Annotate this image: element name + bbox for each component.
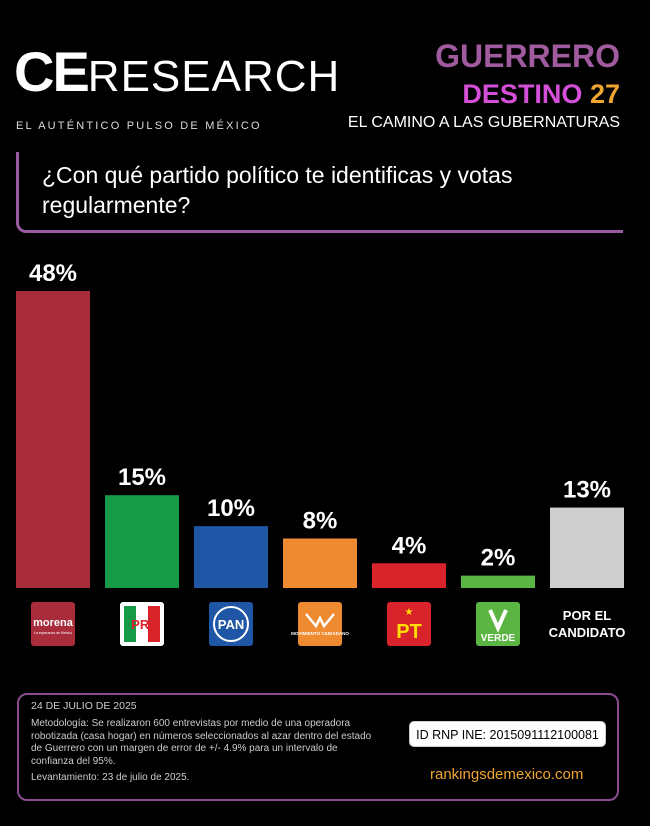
party-logo-text: VERDE xyxy=(481,633,516,644)
bar-value-label: 4% xyxy=(392,532,427,559)
bar-chart: 48% morena La esperanza de México 15% PRI 10%… xyxy=(16,260,626,646)
bar-1 xyxy=(105,495,179,588)
header-destino-number: 27 xyxy=(589,79,620,109)
bar-value-label: 13% xyxy=(563,477,611,504)
header-destino: DESTINO 27 xyxy=(462,79,620,110)
bar-value-label: 10% xyxy=(207,495,255,522)
header-destino-word: DESTINO xyxy=(462,79,583,109)
party-logo-text: morena xyxy=(33,617,74,629)
bar-0 xyxy=(16,291,90,588)
party-logo-text: MOVIMIENTO CIUDADANO xyxy=(291,631,349,636)
category-label: POR EL xyxy=(563,608,611,623)
pan-circle-icon xyxy=(213,606,249,642)
header-subtitle: EL CAMINO A LAS GUBERNATURAS xyxy=(347,114,620,131)
star-icon: ★ xyxy=(405,607,414,618)
bar-value-label: 2% xyxy=(481,545,516,572)
bar-value-label: 8% xyxy=(303,508,338,535)
website-link[interactable]: rankingsdemexico.com xyxy=(430,766,584,783)
ce-research-logo: CERESEARCH xyxy=(14,44,340,100)
party-logo-text: PT xyxy=(396,621,422,643)
pri-red-stripe xyxy=(148,606,160,642)
logo-research: RESEARCH xyxy=(87,52,341,101)
footer-frame xyxy=(17,693,619,801)
footer-levantamiento: Levantamiento: 23 de julio de 2025. xyxy=(31,772,190,783)
id-rnp-badge: ID RNP INE: 2015091112100081 xyxy=(409,721,606,747)
party-logo-text: PRI xyxy=(131,617,153,632)
question-text: ¿Con qué partido político te identificas… xyxy=(42,162,513,218)
category-label: CANDIDATO xyxy=(549,625,626,640)
party-logo-3 xyxy=(298,602,342,646)
eagle-icon xyxy=(305,613,335,629)
party-logo-text: PAN xyxy=(218,617,244,632)
bar-3 xyxy=(283,538,357,588)
bar-value-label: 15% xyxy=(118,464,166,491)
question-frame xyxy=(16,152,623,233)
pri-green-stripe xyxy=(124,606,136,642)
bar-4 xyxy=(372,563,446,588)
bar-2 xyxy=(194,526,268,588)
party-logo-subtext: La esperanza de México xyxy=(34,631,72,635)
header-state: GUERRERO xyxy=(435,38,620,74)
footer-methodology: Metodología: Se realizaron 600 entrevist… xyxy=(31,718,372,767)
toucan-icon xyxy=(488,609,508,633)
footer-date: 24 DE JULIO DE 2025 xyxy=(31,700,137,712)
party-logo-0 xyxy=(31,602,75,646)
party-logo-4 xyxy=(387,602,431,646)
logo-tagline: EL AUTÉNTICO PULSO DE MÉXICO xyxy=(16,120,262,132)
logo-ce: CE xyxy=(14,40,90,103)
bar-value-label: 48% xyxy=(29,260,77,287)
bar-5 xyxy=(461,575,535,588)
party-logo-2 xyxy=(209,602,253,646)
bar-6 xyxy=(550,507,624,588)
